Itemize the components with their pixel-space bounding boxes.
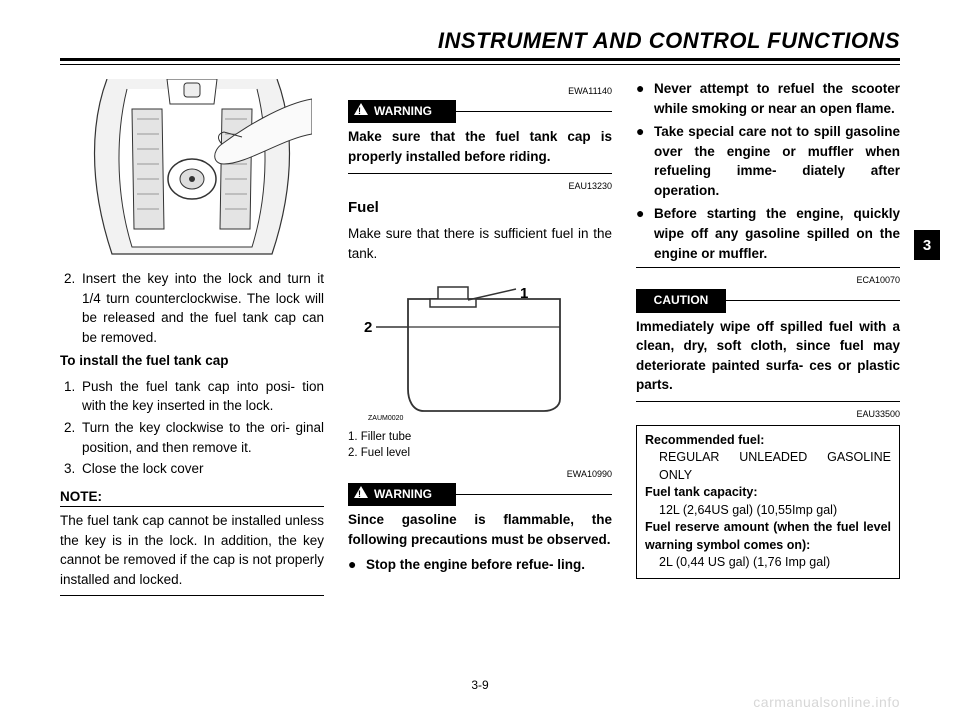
step-text: Push the fuel tank cap into posi- tion w… bbox=[82, 377, 324, 416]
watermark: carmanualsonline.info bbox=[753, 694, 900, 710]
caution-badge-row: CAUTION bbox=[636, 289, 900, 312]
diagram-code: ZAUM0020 bbox=[368, 414, 403, 424]
bullet-icon: ● bbox=[636, 204, 654, 263]
caution-text: Immediately wipe off spilled fuel with a… bbox=[636, 317, 900, 395]
content-columns: 2. Insert the key into the lock and turn… bbox=[60, 79, 900, 659]
diagram-caption: 1. Filler tube 2. Fuel level bbox=[348, 430, 612, 461]
remove-step-2: 2. Insert the key into the lock and turn… bbox=[60, 269, 324, 347]
bullet-icon: ● bbox=[636, 79, 654, 118]
step-number: 3. bbox=[60, 459, 82, 479]
step-text: Insert the key into the lock and turn it… bbox=[82, 269, 324, 347]
ref-code: ECA10070 bbox=[636, 274, 900, 287]
bullet-text: Never attempt to refuel the scooter whil… bbox=[654, 79, 900, 118]
warning-intro: Since gasoline is flammable, the followi… bbox=[348, 510, 612, 549]
rule bbox=[636, 267, 900, 268]
spec-value: REGULAR UNLEADED GASOLINE ONLY bbox=[645, 449, 891, 484]
fuel-tank-diagram: 1 2 ZAUM0020 bbox=[360, 269, 600, 424]
install-subhead: To install the fuel tank cap bbox=[60, 351, 324, 371]
bullet-icon: ● bbox=[348, 555, 366, 575]
ref-code: EWA11140 bbox=[348, 85, 612, 98]
warning-badge-row: WARNING bbox=[348, 100, 612, 123]
step-text: Close the lock cover bbox=[82, 459, 324, 479]
fuel-heading: Fuel bbox=[348, 197, 612, 219]
column-3: ● Never attempt to refuel the scooter wh… bbox=[636, 79, 900, 659]
caution-badge: CAUTION bbox=[636, 289, 726, 312]
bullet-item: ● Take special care not to spill gasolin… bbox=[636, 122, 900, 200]
bullet-text: Take special care not to spill gasoline … bbox=[654, 122, 900, 200]
rule bbox=[636, 401, 900, 402]
warning-icon bbox=[354, 486, 368, 498]
note-label: NOTE: bbox=[60, 487, 324, 508]
bullet-item: ● Before starting the engine, quickly wi… bbox=[636, 204, 900, 263]
rule bbox=[456, 494, 612, 495]
page: INSTRUMENT AND CONTROL FUNCTIONS 3 bbox=[0, 0, 960, 718]
caption-line-1: 1. Filler tube bbox=[348, 430, 612, 446]
bullet-text: Before starting the engine, quickly wipe… bbox=[654, 204, 900, 263]
warning-badge-row: WARNING bbox=[348, 483, 612, 506]
step-number: 1. bbox=[60, 377, 82, 416]
warning-badge: WARNING bbox=[348, 100, 456, 123]
warning-text-1: Make sure that the fuel tank cap is prop… bbox=[348, 127, 612, 166]
rule bbox=[726, 300, 900, 301]
bullet-item: ● Never attempt to refuel the scooter wh… bbox=[636, 79, 900, 118]
spec-key: Fuel reserve amount (when the fuel level… bbox=[645, 519, 891, 554]
chapter-tab: 3 bbox=[914, 230, 940, 260]
bullet-item: ● Stop the engine before refue- ling. bbox=[348, 555, 612, 575]
caption-line-2: 2. Fuel level bbox=[348, 446, 612, 462]
install-step-3: 3. Close the lock cover bbox=[60, 459, 324, 479]
ref-code: EAU13230 bbox=[348, 180, 612, 193]
ref-code: EWA10990 bbox=[348, 468, 612, 481]
scooter-floor-illustration bbox=[72, 79, 312, 259]
bullet-icon: ● bbox=[636, 122, 654, 200]
column-2: EWA11140 WARNING Make sure that the fuel… bbox=[348, 79, 612, 659]
spec-value: 2L (0,44 US gal) (1,76 Imp gal) bbox=[645, 554, 891, 572]
step-number: 2. bbox=[60, 418, 82, 457]
note-rule bbox=[60, 595, 324, 596]
spec-value: 12L (2,64US gal) (10,55Imp gal) bbox=[645, 502, 891, 520]
warning-label: WARNING bbox=[374, 104, 432, 118]
spec-key: Fuel tank capacity: bbox=[645, 484, 891, 502]
install-step-2: 2. Turn the key clockwise to the ori- gi… bbox=[60, 418, 324, 457]
spec-key: Recommended fuel: bbox=[645, 432, 891, 450]
warning-bullets: ● Stop the engine before refue- ling. bbox=[348, 555, 612, 575]
step-text: Turn the key clockwise to the ori- ginal… bbox=[82, 418, 324, 457]
rule bbox=[456, 111, 612, 112]
fuel-spec-box: Recommended fuel: REGULAR UNLEADED GASOL… bbox=[636, 425, 900, 579]
ref-code: EAU33500 bbox=[636, 408, 900, 421]
fuel-intro: Make sure that there is sufficient fuel … bbox=[348, 224, 612, 263]
callout-1: 1 bbox=[520, 283, 528, 305]
warning-label: WARNING bbox=[374, 487, 432, 501]
rule bbox=[348, 173, 612, 174]
page-title: INSTRUMENT AND CONTROL FUNCTIONS bbox=[60, 28, 900, 61]
callout-2: 2 bbox=[364, 317, 372, 339]
warning-bullets-continued: ● Never attempt to refuel the scooter wh… bbox=[636, 79, 900, 263]
note-text: The fuel tank cap cannot be installed un… bbox=[60, 511, 324, 589]
bullet-text: Stop the engine before refue- ling. bbox=[366, 555, 612, 575]
column-1: 2. Insert the key into the lock and turn… bbox=[60, 79, 324, 659]
warning-badge: WARNING bbox=[348, 483, 456, 506]
warning-icon bbox=[354, 103, 368, 115]
page-number: 3-9 bbox=[0, 678, 960, 692]
step-number: 2. bbox=[60, 269, 82, 347]
install-step-1: 1. Push the fuel tank cap into posi- tio… bbox=[60, 377, 324, 416]
